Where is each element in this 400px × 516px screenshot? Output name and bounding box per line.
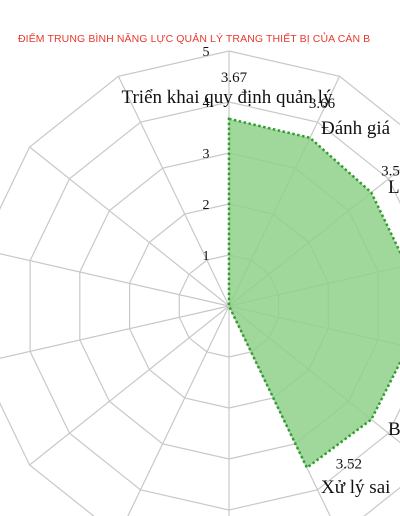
grid-spoke [127, 305, 230, 516]
tick-label: 3 [203, 147, 210, 162]
page-title: ĐIỂM TRUNG BÌNH NĂNG LỰC QUẢN LÝ TRANG T… [18, 33, 371, 45]
tick-label: 4 [203, 96, 210, 111]
grid-spoke [117, 76, 230, 307]
grid-spoke [0, 253, 230, 307]
axis-label: L [388, 177, 400, 198]
value-label: 3.67 [221, 70, 248, 86]
value-label: 3.66 [309, 96, 336, 112]
series-area [227, 117, 400, 470]
axis-label: Triển khai quy định quản lý [122, 87, 333, 108]
radar-value-labels: 3.673.663.573.573.63.573.52 [221, 70, 400, 473]
radar-tick-labels: 1 2 3 4 5 [203, 45, 210, 264]
grid-spoke [29, 146, 230, 307]
grid-ring-5 [0, 50, 400, 516]
axis-label: Xử lý sai [321, 477, 390, 498]
radar-axis-labels: Triển khai quy định quản lý Đánh giá L B Xử … [122, 87, 400, 498]
grid-spoke [0, 305, 230, 359]
radar-series [227, 117, 400, 470]
axis-label: Đánh giá [321, 118, 391, 139]
tick-label: 1 [203, 249, 210, 264]
grid-spoke [29, 305, 230, 466]
value-label: 3.57 [381, 164, 400, 180]
axis-label: B [388, 419, 400, 440]
value-label: 3.52 [336, 457, 362, 473]
tick-label: 2 [203, 198, 210, 213]
tick-label: 5 [203, 45, 210, 60]
